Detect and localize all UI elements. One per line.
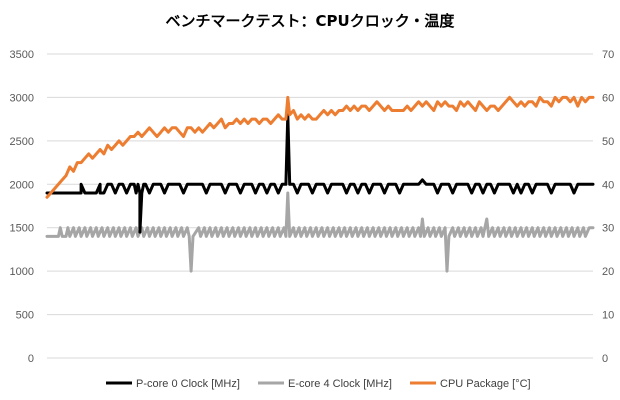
left-tick-label: 0 — [28, 353, 34, 365]
left-tick-label: 500 — [16, 310, 34, 322]
right-tick-label: 40 — [602, 179, 614, 191]
right-tick-label: 30 — [602, 223, 614, 235]
legend-label: E-core 4 Clock [MHz] — [288, 378, 392, 390]
series-line-0 — [45, 113, 595, 234]
left-tick-label: 3500 — [10, 49, 34, 61]
left-tick-label: 1500 — [10, 223, 34, 235]
series-lines — [45, 95, 595, 273]
right-tick-label: 70 — [602, 49, 614, 61]
legend-label: P-core 0 Clock [MHz] — [136, 378, 240, 390]
right-tick-label: 50 — [602, 136, 614, 148]
legend-label: CPU Package [°C] — [440, 378, 531, 390]
left-tick-label: 2000 — [10, 179, 34, 191]
right-tick-label: 20 — [602, 266, 614, 278]
right-axis-ticks: 0 10 20 30 40 50 60 70 — [602, 49, 614, 365]
right-tick-label: 0 — [602, 353, 608, 365]
right-tick-label: 10 — [602, 310, 614, 322]
left-tick-label: 2500 — [10, 136, 34, 148]
chart-title: ベンチマークテスト：CPUクロック・温度 — [166, 12, 456, 30]
series-line-1 — [45, 191, 595, 273]
series-line-2 — [45, 95, 595, 199]
left-tick-label: 1000 — [10, 266, 34, 278]
legend: P-core 0 Clock [MHz] E-core 4 Clock [MHz]… — [106, 378, 531, 390]
left-tick-label: 3000 — [10, 92, 34, 104]
left-axis-ticks: 0 500 1000 1500 2000 2500 3000 3500 — [10, 49, 34, 365]
right-tick-label: 60 — [602, 92, 614, 104]
